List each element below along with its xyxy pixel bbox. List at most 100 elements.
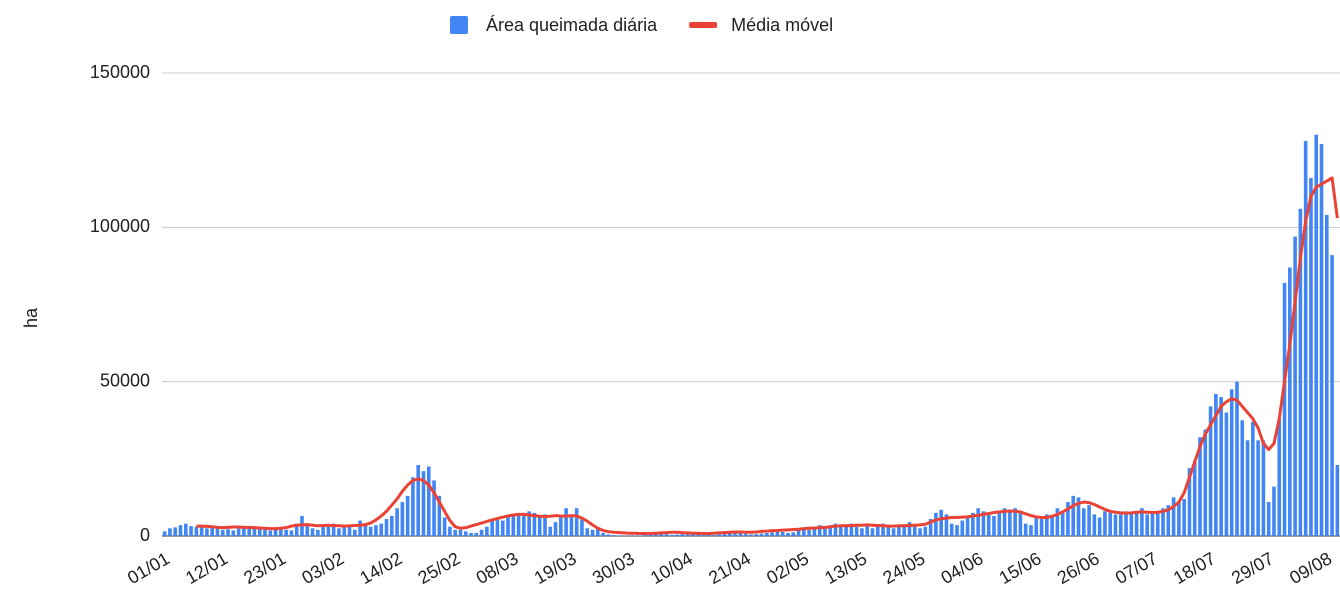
bar bbox=[770, 532, 774, 536]
bar bbox=[384, 519, 389, 536]
y-tick-label: 0 bbox=[140, 525, 150, 545]
bar bbox=[331, 523, 336, 536]
bar bbox=[463, 531, 468, 536]
x-tick-label: 13/05 bbox=[821, 548, 870, 588]
x-tick-label: 21/04 bbox=[705, 548, 754, 588]
x-tick-label: 12/01 bbox=[182, 548, 231, 588]
bar bbox=[728, 532, 732, 536]
bar bbox=[432, 480, 436, 536]
bar bbox=[247, 526, 251, 536]
bar bbox=[226, 529, 230, 536]
bar bbox=[849, 523, 854, 536]
bar bbox=[263, 529, 267, 536]
bar bbox=[765, 532, 769, 536]
bar bbox=[490, 520, 494, 536]
bar bbox=[183, 523, 188, 536]
bar bbox=[162, 531, 167, 536]
x-tick-label: 10/04 bbox=[647, 548, 696, 588]
bar bbox=[1103, 511, 1107, 536]
bar bbox=[458, 529, 463, 536]
bar bbox=[1335, 465, 1340, 536]
bar bbox=[1192, 460, 1197, 536]
bar bbox=[854, 526, 859, 536]
bar bbox=[194, 526, 199, 536]
bar bbox=[1245, 440, 1250, 536]
bar bbox=[337, 528, 341, 536]
bar bbox=[590, 529, 595, 536]
bar bbox=[817, 525, 822, 536]
line bbox=[196, 176, 1339, 536]
bar bbox=[411, 477, 415, 536]
bar bbox=[1050, 515, 1054, 536]
x-tick-label: 18/07 bbox=[1170, 548, 1219, 588]
x-tick-label: 01/01 bbox=[124, 548, 173, 588]
bar bbox=[902, 525, 906, 536]
bar bbox=[495, 519, 500, 536]
bar bbox=[1187, 468, 1192, 536]
bar bbox=[310, 528, 315, 536]
bar bbox=[907, 522, 912, 536]
bar bbox=[500, 520, 505, 536]
bar bbox=[1113, 514, 1118, 536]
bar bbox=[1124, 511, 1128, 536]
bar bbox=[722, 533, 727, 536]
bar bbox=[1092, 514, 1097, 536]
y-tick-label: 150000 bbox=[90, 62, 150, 82]
bar bbox=[1023, 523, 1028, 536]
x-tick-label: 03/02 bbox=[298, 548, 347, 588]
bar bbox=[918, 528, 922, 536]
bar bbox=[965, 517, 970, 536]
bar bbox=[1082, 508, 1086, 536]
bar bbox=[664, 534, 669, 536]
bar bbox=[347, 525, 352, 536]
bar bbox=[1235, 381, 1239, 536]
bar bbox=[474, 532, 479, 536]
x-tick-label: 07/07 bbox=[1112, 548, 1161, 588]
bar bbox=[1256, 440, 1260, 536]
bar bbox=[754, 534, 759, 536]
bar bbox=[522, 512, 526, 536]
bar bbox=[1076, 497, 1081, 536]
bar bbox=[1324, 214, 1329, 536]
bar bbox=[717, 534, 722, 536]
x-tick-label: 29/07 bbox=[1228, 548, 1277, 588]
x-tick-label: 23/01 bbox=[240, 548, 289, 588]
bar bbox=[939, 509, 943, 536]
bar bbox=[1277, 418, 1282, 536]
bar bbox=[469, 532, 473, 536]
bar bbox=[912, 525, 917, 536]
bar bbox=[796, 529, 801, 536]
bar bbox=[1129, 512, 1134, 536]
legend-swatch bbox=[689, 22, 718, 28]
bar bbox=[279, 528, 283, 536]
bar bbox=[981, 511, 986, 536]
x-tick-label: 19/03 bbox=[531, 548, 580, 588]
bar bbox=[654, 533, 658, 536]
bar bbox=[1208, 406, 1213, 536]
bar bbox=[638, 535, 642, 536]
bar bbox=[659, 532, 663, 536]
bar bbox=[1282, 282, 1287, 536]
bar bbox=[870, 528, 875, 536]
x-tick-label: 02/05 bbox=[763, 548, 812, 588]
bar bbox=[1018, 512, 1023, 536]
bar bbox=[759, 533, 764, 536]
bar bbox=[1134, 511, 1139, 536]
bar bbox=[611, 535, 616, 536]
bar bbox=[881, 523, 885, 536]
legend-swatch bbox=[450, 16, 468, 34]
bar bbox=[1150, 512, 1155, 536]
bar bbox=[236, 528, 241, 536]
bar bbox=[1219, 397, 1223, 536]
bar bbox=[743, 533, 748, 536]
bar bbox=[363, 525, 368, 536]
bar bbox=[268, 530, 273, 536]
bar bbox=[606, 534, 611, 536]
bar bbox=[289, 530, 294, 536]
bar bbox=[569, 515, 574, 536]
x-tick-label: 30/03 bbox=[589, 548, 638, 588]
bar bbox=[199, 527, 204, 536]
bar bbox=[986, 514, 991, 536]
bar bbox=[1002, 508, 1007, 536]
bar bbox=[173, 527, 178, 536]
